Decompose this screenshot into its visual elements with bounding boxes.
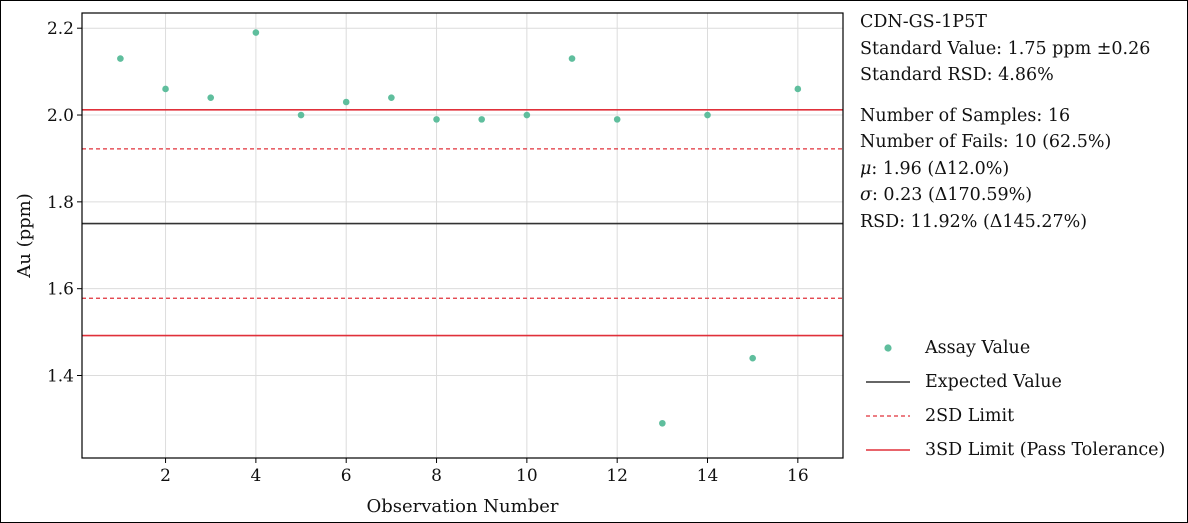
data-point bbox=[749, 354, 756, 362]
sigma-value: 0.23 (Δ170.59%) bbox=[883, 185, 1033, 205]
sigma-stat: σ: 0.23 (Δ170.59%) bbox=[860, 185, 1033, 205]
grid-lines bbox=[82, 13, 843, 458]
legend-label: Expected Value bbox=[925, 372, 1062, 392]
data-point bbox=[433, 116, 440, 123]
legend-item-3sd-limit: 3SD Limit (Pass Tolerance) bbox=[866, 433, 1165, 467]
number-of-samples: Number of Samples: 16 bbox=[860, 105, 1071, 126]
legend-line-icon bbox=[866, 372, 910, 392]
x-tick-label: 8 bbox=[431, 466, 442, 486]
legend-item-assay-value: Assay Value bbox=[866, 331, 1165, 365]
spacer bbox=[860, 89, 1150, 103]
x-tick-label: 4 bbox=[250, 466, 261, 486]
y-tick-label: 1.6 bbox=[47, 280, 74, 300]
legend-item-expected-value: Expected Value bbox=[866, 365, 1165, 399]
y-tick-label: 2.0 bbox=[47, 106, 74, 126]
data-point bbox=[252, 29, 260, 36]
y-tick-label: 1.8 bbox=[47, 193, 74, 213]
mean-stat: μ: 1.96 (Δ12.0%) bbox=[860, 158, 1010, 179]
legend: Assay Value Expected Value 2SD Limit 3SD… bbox=[866, 331, 1165, 467]
data-point bbox=[297, 111, 305, 119]
data-point bbox=[478, 116, 485, 123]
rsd-stat: RSD: 11.92% (Δ145.27%) bbox=[860, 211, 1088, 232]
plot-area-border bbox=[81, 12, 844, 459]
y-tick-label: 1.4 bbox=[47, 367, 74, 387]
data-point bbox=[568, 55, 576, 62]
standard-value: Standard Value: 1.75 ppm ±0.26 bbox=[860, 38, 1151, 59]
x-tick-label: 12 bbox=[606, 466, 628, 486]
y-axis-label: Au (ppm) bbox=[14, 193, 35, 278]
data-point bbox=[704, 111, 711, 119]
reference-lines bbox=[82, 109, 843, 337]
data-point bbox=[794, 85, 802, 93]
x-tick-label: 14 bbox=[697, 466, 719, 486]
number-of-fails: Number of Fails: 10 (62.5%) bbox=[860, 132, 1112, 152]
data-points bbox=[117, 29, 802, 427]
standard-rsd: Standard RSD: 4.86% bbox=[860, 65, 1054, 85]
data-point bbox=[659, 419, 666, 427]
x-axis-label: Observation Number bbox=[366, 496, 558, 517]
legend-item-2sd-limit: 2SD Limit bbox=[866, 399, 1165, 433]
legend-marker-icon bbox=[866, 338, 910, 358]
x-tick-label: 6 bbox=[341, 466, 352, 486]
data-point bbox=[162, 85, 169, 93]
legend-label: 2SD Limit bbox=[925, 406, 1015, 426]
data-point bbox=[117, 55, 124, 62]
mean-value: 1.96 (Δ12.0%) bbox=[882, 158, 1010, 179]
standard-name: CDN-GS-1P5T bbox=[860, 12, 987, 32]
data-point bbox=[342, 98, 350, 106]
data-point bbox=[388, 94, 395, 101]
legend-label: 3SD Limit (Pass Tolerance) bbox=[925, 440, 1166, 460]
legend-line-icon bbox=[866, 440, 910, 460]
legend-dashed-line-icon bbox=[866, 406, 910, 426]
data-point bbox=[207, 94, 215, 101]
axis-ticks: 2 4 6 8 10 12 14 16 1.4 1.6 1.8 2.0 2.2 bbox=[47, 19, 809, 486]
x-tick-label: 16 bbox=[787, 466, 809, 486]
x-tick-label: 10 bbox=[516, 466, 538, 486]
statistics-panel: CDN-GS-1P5T Standard Value: 1.75 ppm ±0.… bbox=[860, 9, 1150, 235]
y-tick-label: 2.2 bbox=[47, 19, 74, 39]
data-point bbox=[613, 116, 621, 123]
x-tick-label: 2 bbox=[160, 466, 171, 486]
legend-label: Assay Value bbox=[925, 338, 1031, 358]
data-point bbox=[523, 111, 531, 119]
